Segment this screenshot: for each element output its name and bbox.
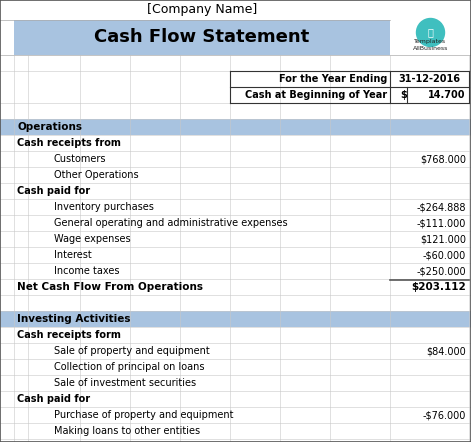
Bar — [0, 151, 471, 167]
Bar — [0, 343, 471, 359]
Bar — [0, 119, 471, 135]
Bar — [0, 103, 471, 119]
Text: Income taxes: Income taxes — [54, 266, 120, 276]
Bar — [0, 199, 471, 215]
Text: Operations: Operations — [17, 122, 82, 132]
Text: Inventory purchases: Inventory purchases — [54, 202, 154, 212]
Bar — [0, 279, 471, 295]
Text: Cash paid for: Cash paid for — [17, 186, 90, 196]
Text: Cash Flow Statement: Cash Flow Statement — [94, 28, 309, 46]
Text: General operating and administrative expenses: General operating and administrative exp… — [54, 218, 288, 228]
Bar — [0, 167, 471, 183]
Text: Interest: Interest — [54, 250, 92, 260]
Bar — [0, 87, 471, 103]
Text: ⬜: ⬜ — [428, 27, 433, 38]
Text: -$111.000: -$111.000 — [417, 218, 466, 228]
Bar — [0, 391, 471, 407]
Bar — [0, 263, 471, 279]
Text: Investing Activities: Investing Activities — [17, 314, 130, 324]
Text: Templates: Templates — [414, 39, 447, 45]
Text: -$250.000: -$250.000 — [416, 266, 466, 276]
Text: Net Cash Flow From Operations: Net Cash Flow From Operations — [17, 282, 203, 292]
Text: $203.112: $203.112 — [411, 282, 466, 292]
Text: 14.700: 14.700 — [428, 90, 465, 100]
Text: $768.000: $768.000 — [420, 154, 466, 164]
Bar — [0, 135, 471, 151]
Text: AllBusiness: AllBusiness — [413, 46, 448, 52]
Text: Collection of principal on loans: Collection of principal on loans — [54, 362, 204, 372]
Text: $: $ — [401, 90, 407, 100]
Text: Sale of investment securities: Sale of investment securities — [54, 378, 196, 388]
Text: Sale of property and equipment: Sale of property and equipment — [54, 346, 210, 356]
Text: [Company Name]: [Company Name] — [147, 4, 257, 16]
Text: Cash paid for: Cash paid for — [17, 394, 90, 404]
Text: $121.000: $121.000 — [420, 234, 466, 244]
Text: -$264.888: -$264.888 — [416, 202, 466, 212]
Bar — [0, 407, 471, 423]
Text: Cash receipts from: Cash receipts from — [17, 138, 121, 148]
Bar — [0, 71, 471, 87]
Bar — [0, 359, 471, 375]
Bar — [0, 215, 471, 231]
Circle shape — [416, 19, 445, 46]
Bar — [0, 327, 471, 343]
Text: -$76.000: -$76.000 — [422, 410, 466, 420]
Text: Other Operations: Other Operations — [54, 170, 138, 180]
Text: Cash receipts form: Cash receipts form — [17, 330, 121, 340]
Text: For the Year Ending: For the Year Ending — [279, 74, 387, 84]
Bar — [14, 20, 390, 55]
Text: Customers: Customers — [54, 154, 106, 164]
Text: Cash at Beginning of Year: Cash at Beginning of Year — [245, 90, 387, 100]
Bar — [0, 295, 471, 311]
Text: Purchase of property and equipment: Purchase of property and equipment — [54, 410, 234, 420]
Text: Wage expenses: Wage expenses — [54, 234, 130, 244]
Bar — [0, 311, 471, 327]
Text: $84.000: $84.000 — [426, 346, 466, 356]
Bar — [0, 55, 471, 71]
Bar — [0, 183, 471, 199]
Bar — [0, 0, 471, 20]
Bar — [0, 231, 471, 247]
Text: 31-12-2016: 31-12-2016 — [398, 74, 461, 84]
Text: -$60.000: -$60.000 — [423, 250, 466, 260]
Bar — [0, 423, 471, 439]
Bar — [0, 375, 471, 391]
Bar — [0, 439, 471, 442]
Bar — [0, 247, 471, 263]
Bar — [230, 71, 471, 103]
Text: Making loans to other entities: Making loans to other entities — [54, 426, 200, 436]
